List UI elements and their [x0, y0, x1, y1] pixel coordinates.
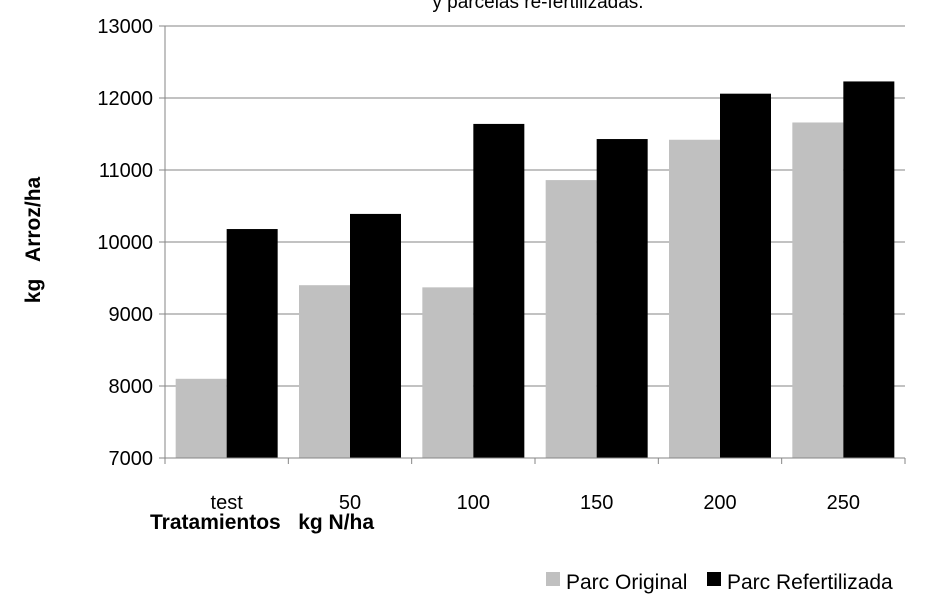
legend-swatch-parc-original — [546, 572, 560, 586]
legend-label-parc-refertilizada: Parc Refertilizada — [727, 571, 893, 594]
y-tick-label: 12000 — [97, 88, 153, 110]
y-tick-label: 10000 — [97, 232, 153, 254]
x-tick-label: 250 — [827, 492, 860, 514]
y-tick-label: 7000 — [109, 448, 154, 470]
x-tick-label: 100 — [457, 492, 490, 514]
y-tick-label: 9000 — [109, 304, 154, 326]
bar-parc-original — [792, 122, 843, 458]
bar-parc-original — [669, 140, 720, 458]
y-axis-title: kg Arroz/ha — [22, 176, 45, 303]
legend-swatch-parc-refertilizada — [707, 572, 721, 586]
bar-parc-original — [176, 379, 227, 458]
bar-parc-refertilizada — [597, 139, 648, 458]
y-tick-label: 8000 — [109, 376, 154, 398]
bar-parc-refertilizada — [227, 229, 278, 458]
bar-parc-refertilizada — [843, 81, 894, 458]
legend-label-parc-original: Parc Original — [566, 571, 687, 594]
y-tick-labels: 7000 8000 9000 10000 11000 12000 13000 — [97, 16, 153, 470]
chart-title: y parcelas re-fertilizadas. — [432, 0, 643, 13]
bar-parc-refertilizada — [473, 124, 524, 458]
bars — [176, 81, 895, 458]
y-tick-label: 13000 — [97, 16, 153, 38]
x-tick-label: 200 — [703, 492, 736, 514]
bar-parc-original — [299, 285, 350, 458]
bar-parc-refertilizada — [350, 214, 401, 458]
bar-parc-original — [422, 287, 473, 458]
y-tick-label: 11000 — [99, 160, 153, 182]
legend: Parc Original Parc Refertilizada — [546, 571, 893, 594]
x-axis-title: Tratamientos kg N/ha — [150, 511, 374, 534]
bar-parc-original — [546, 180, 597, 458]
bar-parc-refertilizada — [720, 94, 771, 458]
x-tick-label: 150 — [580, 492, 613, 514]
